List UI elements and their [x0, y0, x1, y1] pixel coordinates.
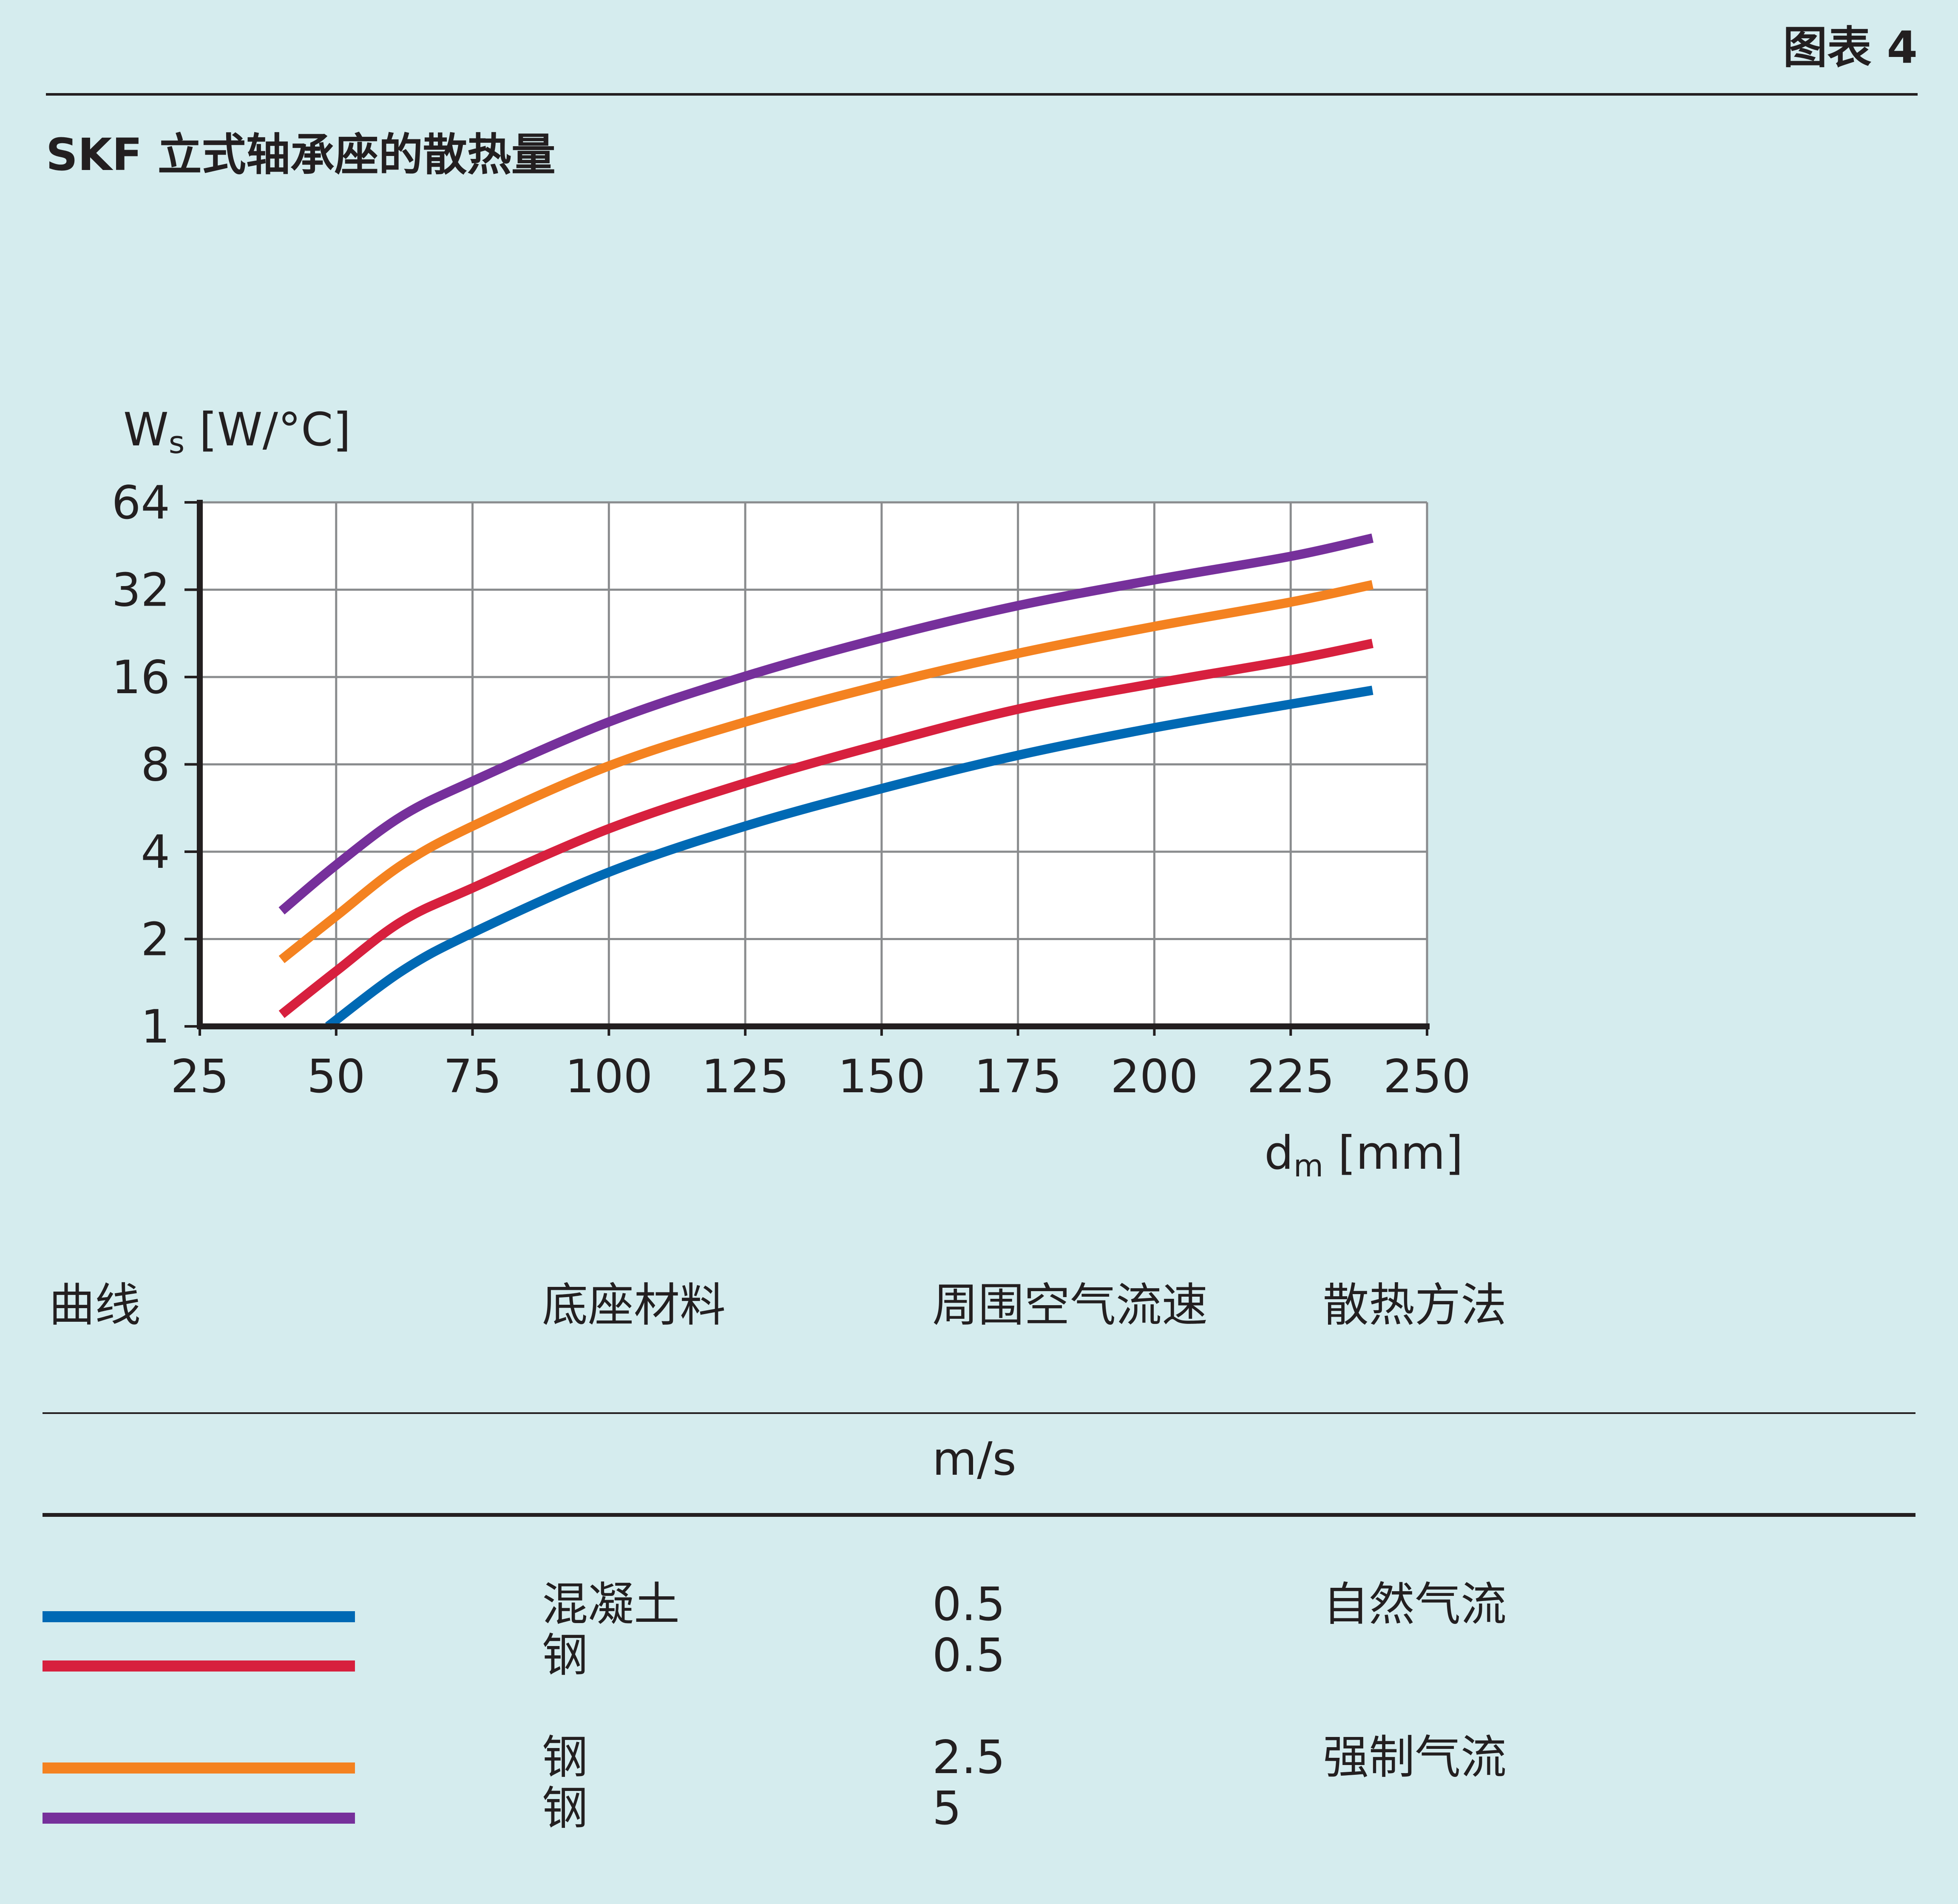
unit-label: m/s [932, 1433, 1016, 1486]
y-tick-label: 1 [141, 1000, 170, 1054]
y-tick-label: 4 [141, 826, 170, 879]
header-curve: 曲线 [49, 1279, 141, 1332]
row-material: 混凝土 [542, 1578, 680, 1631]
row-method: 强制气流 [1323, 1731, 1507, 1784]
table-rule-thick [43, 1513, 1915, 1517]
y-tick-label: 32 [112, 564, 170, 617]
header-air-speed: 周围空气流速 [932, 1279, 1208, 1332]
x-tick-label: 75 [443, 1050, 502, 1103]
x-tick-label: 125 [701, 1050, 789, 1103]
row-method: 自然气流 [1323, 1578, 1507, 1631]
header-method: 散热方法 [1323, 1279, 1507, 1332]
y-tick-label: 2 [141, 913, 170, 966]
figure-label: 图表 4 [1783, 22, 1918, 74]
row-speed: 5 [932, 1782, 962, 1835]
series-line-1 [278, 639, 1373, 1018]
y-axis-label: Ws [W/°C] [123, 403, 351, 460]
series-line-0 [325, 686, 1373, 1030]
legend-swatch-orange [43, 1762, 355, 1774]
header-material: 底座材料 [542, 1279, 726, 1332]
series-line-2 [278, 580, 1373, 963]
y-tick-label: 8 [141, 739, 170, 792]
row-material: 钢 [542, 1782, 588, 1835]
row-material: 钢 [542, 1731, 588, 1784]
chart-tick-labels: 25 50 75 100 125 150 175 200 225 250 1 2 4 8 16 32 64 [112, 476, 1471, 1103]
row-speed: 2.5 [932, 1731, 1005, 1784]
row-material: 钢 [542, 1629, 588, 1682]
row-speed: 0.5 [932, 1578, 1005, 1631]
y-tick-label: 16 [112, 651, 170, 704]
table-rule [43, 1412, 1915, 1414]
x-tick-label: 100 [565, 1050, 653, 1103]
y-tick-label: 64 [112, 476, 170, 530]
x-tick-label: 25 [170, 1050, 229, 1103]
series-line-3 [278, 533, 1374, 915]
chart: 25 50 75 100 125 150 175 200 225 250 1 2 4 8 16 32 64 Ws… [112, 403, 1471, 1184]
x-tick-label: 175 [974, 1050, 1062, 1103]
chart-axes [184, 500, 1430, 1036]
x-tick-label: 250 [1383, 1050, 1471, 1103]
chart-title: SKF 立式轴承座的散热量 [46, 129, 556, 181]
legend-swatch-red [43, 1660, 355, 1672]
x-tick-label: 200 [1110, 1050, 1198, 1103]
x-tick-label: 150 [838, 1050, 925, 1103]
header-rule [46, 93, 1918, 96]
legend-swatch-blue [43, 1611, 355, 1622]
x-tick-label: 50 [307, 1050, 365, 1103]
x-axis-label: dm [mm] [1264, 1127, 1463, 1184]
row-speed: 0.5 [932, 1629, 1005, 1682]
x-tick-label: 225 [1247, 1050, 1334, 1103]
legend-swatch-purple [43, 1813, 355, 1824]
chart-series [278, 533, 1374, 1030]
